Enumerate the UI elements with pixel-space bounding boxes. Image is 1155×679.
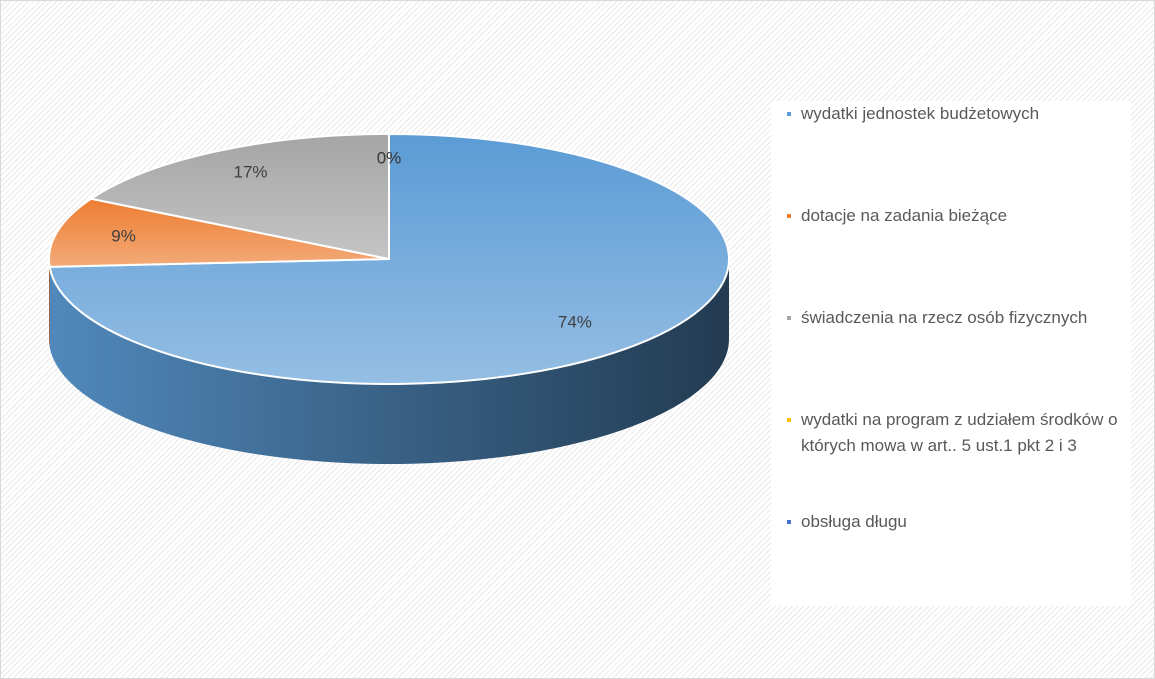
legend: wydatki jednostek budżetowych dotacje na … (771, 101, 1131, 606)
data-label: 0% (377, 148, 402, 167)
slice-gloss (91, 134, 389, 259)
legend-label: dotacje na zadania bieżące (801, 206, 1008, 225)
legend-item: świadczenia na rzecz osób fizycznych (783, 305, 1131, 407)
legend-swatch (787, 520, 791, 524)
data-label: 74% (558, 313, 592, 332)
legend-label: obsługa długu (801, 512, 907, 531)
legend-label: świadczenia na rzecz osób fizycznych (801, 308, 1088, 327)
legend-item: wydatki jednostek budżetowych (783, 101, 1131, 203)
legend-swatch (787, 214, 791, 218)
slice-gloss (48, 198, 389, 267)
legend-label: wydatki na program z udziałem środków o … (801, 410, 1118, 455)
data-label: 9% (111, 227, 136, 246)
legend-swatch (787, 316, 791, 320)
data-label: 0% (377, 148, 402, 167)
legend-swatch (787, 418, 791, 422)
legend-item: obsługa długu (783, 509, 1131, 611)
legend-label: wydatki jednostek budżetowych (801, 104, 1040, 123)
legend-item: wydatki na program z udziałem środków o … (783, 407, 1131, 509)
slice-side-shade (49, 259, 50, 347)
data-label: 17% (234, 162, 268, 181)
legend-swatch (787, 112, 791, 116)
slice-side-shade (49, 259, 730, 464)
legend-item: dotacje na zadania bieżące (783, 203, 1131, 305)
